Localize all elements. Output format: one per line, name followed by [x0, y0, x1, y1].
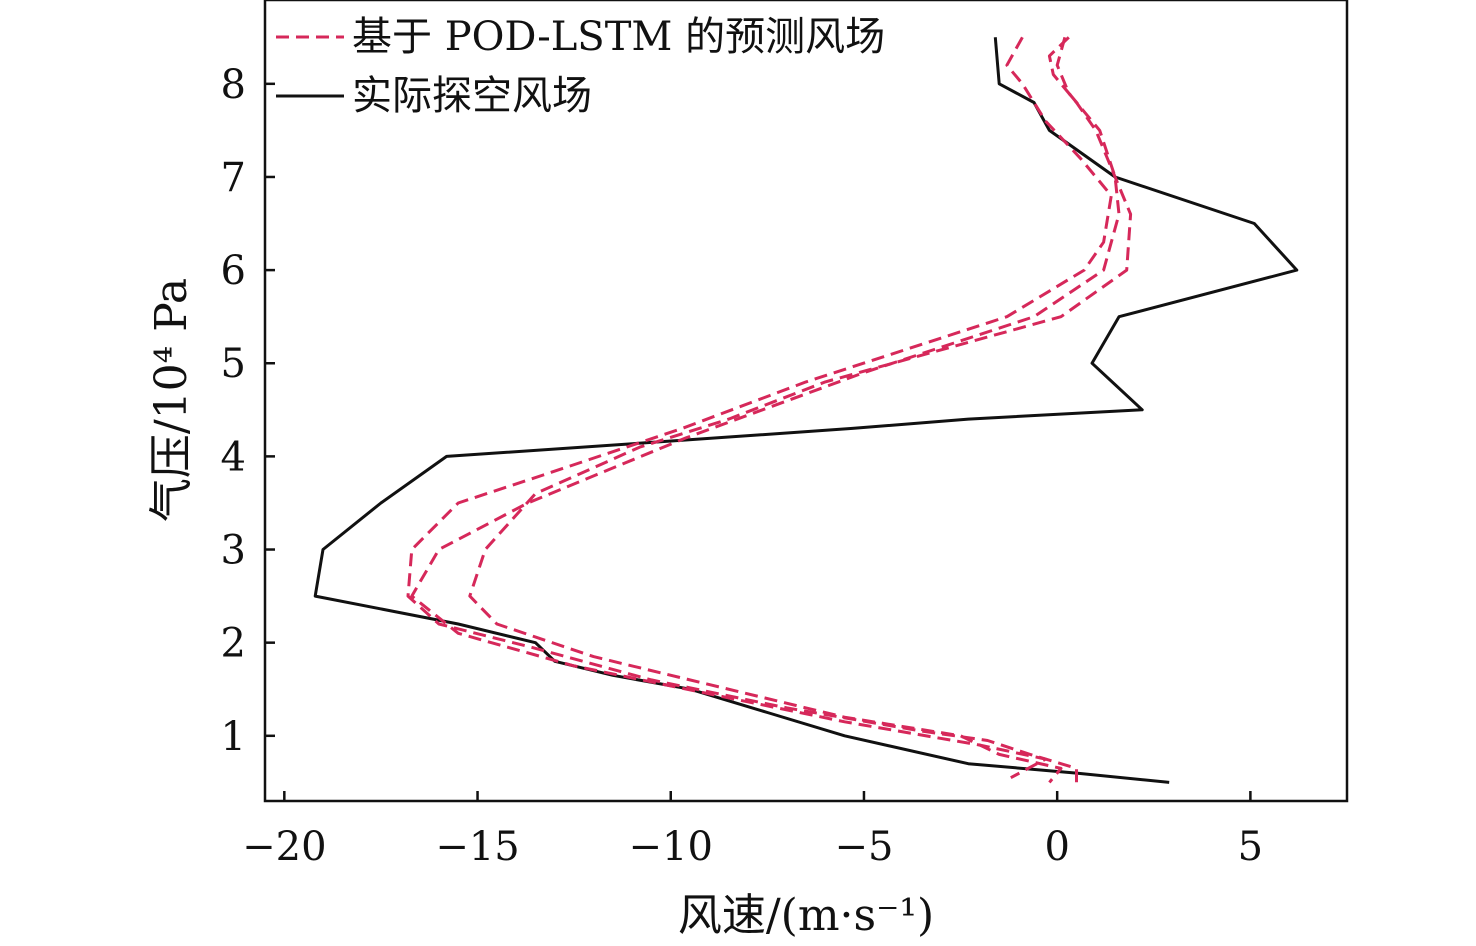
legend: 基于 POD-LSTM 的预测风场 实际探空风场	[276, 14, 885, 119]
legend-label-predicted: 基于 POD-LSTM 的预测风场	[352, 14, 885, 60]
y-tick-label: 6	[221, 248, 246, 294]
x-tick-label: 5	[1238, 824, 1263, 870]
x-tick-label: −20	[242, 824, 326, 870]
y-tick-label: 1	[221, 714, 246, 760]
x-tick-label: −15	[435, 824, 519, 870]
x-axis-ticks: −20 −15 −10 −5 0 5	[242, 791, 1263, 870]
series-line-2	[468, 36, 1133, 784]
y-tick-label: 7	[221, 155, 246, 201]
x-tick-label: −10	[629, 824, 713, 870]
y-tick-label: 8	[221, 62, 246, 108]
y-axis-label: 气压/10⁴ Pa	[146, 278, 197, 522]
y-tick-label: 2	[221, 621, 246, 667]
y-tick-label: 3	[221, 528, 246, 574]
series-line-0	[313, 37, 1299, 784]
plot-frame	[263, 0, 1349, 803]
x-tick-label: 0	[1044, 824, 1069, 870]
legend-label-observed: 实际探空风场	[352, 73, 592, 119]
x-axis-label: 风速/(m·s⁻¹)	[678, 890, 934, 941]
x-tick-label: −5	[834, 824, 893, 870]
y-tick-label: 4	[221, 434, 246, 480]
y-tick-label: 5	[221, 341, 246, 387]
series-line-3	[410, 36, 1121, 780]
series-layer	[313, 36, 1299, 784]
y-axis-ticks: 1 2 3 4 5 6 7 8	[221, 62, 275, 760]
